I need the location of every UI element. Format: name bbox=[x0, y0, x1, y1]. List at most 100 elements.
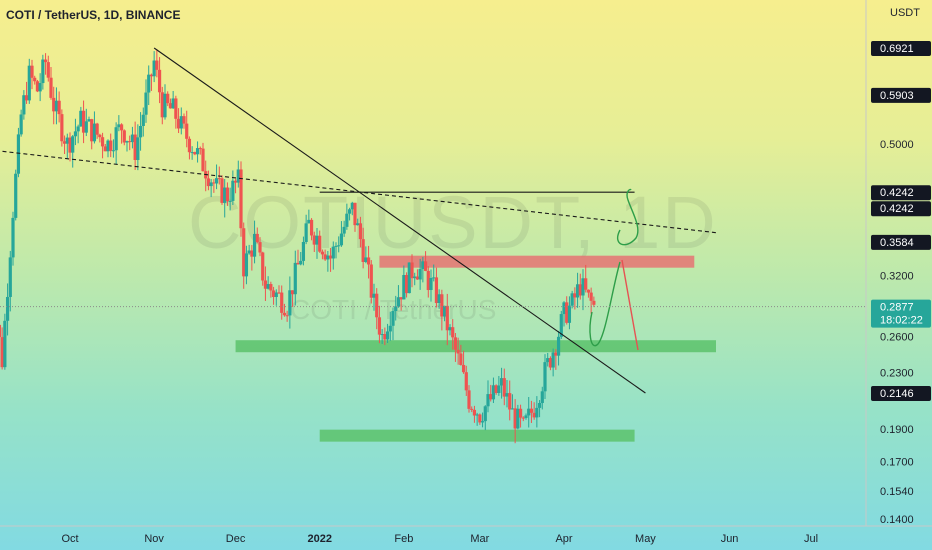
candle bbox=[261, 251, 265, 286]
time-tick-label: Nov bbox=[144, 533, 164, 545]
candle bbox=[130, 126, 135, 149]
candle-body bbox=[581, 278, 585, 296]
time-tick-label: Dec bbox=[226, 533, 246, 545]
candle-body bbox=[147, 74, 151, 93]
candle bbox=[592, 296, 596, 308]
candle bbox=[277, 285, 281, 294]
candle-body bbox=[277, 292, 281, 294]
candle bbox=[586, 289, 591, 298]
candle bbox=[163, 84, 167, 120]
candle bbox=[459, 344, 463, 366]
candle bbox=[372, 283, 376, 311]
candle-body bbox=[212, 182, 216, 184]
candle-body bbox=[141, 114, 145, 127]
candle bbox=[339, 221, 344, 247]
candle-body bbox=[130, 134, 135, 143]
candle-body bbox=[296, 262, 300, 265]
candle-body bbox=[315, 235, 319, 245]
candle bbox=[157, 57, 162, 104]
candle-body bbox=[81, 110, 86, 133]
candle-body bbox=[271, 290, 276, 297]
price-tick-label: 0.1700 bbox=[880, 457, 914, 469]
chart-title: COTI / TetherUS, 1D, BINANCE bbox=[6, 8, 181, 22]
candle bbox=[152, 51, 156, 83]
candle-body bbox=[3, 320, 7, 368]
candle-body bbox=[464, 372, 468, 391]
time-tick-label: May bbox=[635, 533, 656, 545]
time-tick-label: Jun bbox=[721, 533, 739, 545]
candle-body bbox=[5, 296, 10, 321]
projection-path-green bbox=[589, 261, 621, 347]
candle-body bbox=[255, 233, 259, 243]
candle bbox=[201, 142, 205, 172]
candle bbox=[136, 124, 140, 171]
price-tag-box bbox=[871, 87, 931, 103]
price-tag-box bbox=[871, 386, 931, 401]
price-tag: 0.5903 bbox=[871, 87, 931, 103]
candle-body bbox=[573, 293, 577, 298]
candle bbox=[119, 123, 124, 144]
candle-body bbox=[239, 169, 243, 229]
candle bbox=[288, 276, 292, 329]
candle-body bbox=[559, 314, 563, 337]
candle bbox=[54, 87, 59, 125]
candle bbox=[529, 400, 534, 423]
candle-body bbox=[366, 257, 371, 265]
candle bbox=[198, 146, 202, 155]
candle-body bbox=[518, 408, 523, 418]
candle bbox=[236, 160, 240, 188]
candle bbox=[366, 245, 371, 279]
candle bbox=[461, 350, 466, 374]
time-tick-label: 2022 bbox=[307, 533, 331, 545]
candle bbox=[3, 313, 7, 370]
candle-body bbox=[225, 187, 230, 202]
candle bbox=[193, 151, 197, 156]
candle bbox=[301, 236, 306, 266]
candle-body bbox=[90, 119, 94, 142]
candle-body bbox=[513, 408, 517, 429]
candle bbox=[271, 286, 276, 305]
candle-body bbox=[125, 141, 129, 143]
candle bbox=[467, 385, 471, 413]
candle-body bbox=[543, 362, 547, 392]
candle-body bbox=[494, 385, 498, 393]
candle-body bbox=[111, 150, 116, 152]
candle-body bbox=[206, 178, 211, 187]
candle bbox=[250, 244, 254, 271]
candle-body bbox=[402, 275, 406, 300]
candle bbox=[24, 81, 29, 104]
candle-body bbox=[459, 353, 463, 365]
candle bbox=[353, 202, 357, 232]
price-tag-box bbox=[871, 234, 931, 250]
candle bbox=[228, 187, 232, 211]
candle-body bbox=[168, 103, 173, 109]
candle bbox=[456, 337, 460, 365]
candle bbox=[445, 293, 449, 346]
candle bbox=[100, 132, 105, 159]
candle bbox=[548, 356, 553, 371]
price-tag: 0.2146 bbox=[871, 386, 931, 401]
candle-body bbox=[486, 394, 490, 407]
candle bbox=[79, 106, 83, 127]
candle-body bbox=[356, 223, 360, 226]
candle-body bbox=[554, 352, 558, 356]
candle bbox=[141, 107, 145, 137]
candle-body bbox=[434, 277, 439, 304]
candle bbox=[377, 305, 382, 344]
candle-body bbox=[491, 385, 496, 400]
candle bbox=[231, 170, 235, 206]
candle bbox=[33, 75, 37, 85]
candle-body bbox=[508, 393, 512, 410]
candle-body bbox=[136, 137, 140, 160]
candle bbox=[0, 324, 2, 338]
candle bbox=[147, 65, 151, 106]
candle-body bbox=[117, 124, 121, 128]
price-tag-value: 0.4242 bbox=[880, 187, 914, 199]
candle-body bbox=[527, 408, 531, 416]
price-tick-label: 0.2300 bbox=[880, 368, 914, 380]
candle bbox=[375, 288, 379, 330]
candle bbox=[233, 178, 238, 194]
candle-body bbox=[361, 239, 365, 262]
candle bbox=[296, 249, 300, 265]
